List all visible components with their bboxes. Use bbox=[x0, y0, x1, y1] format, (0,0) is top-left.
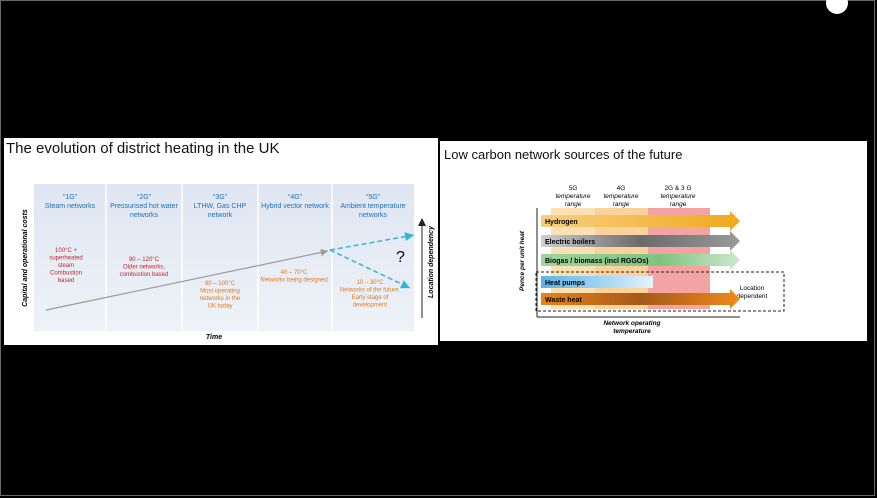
era-gen-label: “2G” bbox=[137, 194, 152, 201]
era-detail-line: based bbox=[58, 278, 74, 284]
era-name: Ambient temperature bbox=[340, 203, 405, 210]
era-name: Hybrid vector network bbox=[261, 203, 329, 210]
era-detail-line: 90 – 120°C bbox=[129, 257, 160, 263]
era-detail-line: development bbox=[353, 303, 388, 309]
biogas-bar bbox=[541, 250, 740, 270]
source-label-electric-boilers: Electric boilers bbox=[545, 239, 595, 246]
era-detail-line: superheated bbox=[49, 256, 82, 262]
temperature-column-header: 4G bbox=[617, 185, 626, 192]
era-detail-line: Older networks, bbox=[123, 265, 165, 271]
location-dependency-label: Location dependency bbox=[428, 225, 435, 298]
source-label-hydrogen: Hydrogen bbox=[545, 219, 578, 226]
temperature-column-header: temperature bbox=[603, 193, 638, 200]
era-background bbox=[34, 184, 414, 331]
era-name-line2: network bbox=[208, 212, 233, 219]
era-gen-label: “3G” bbox=[213, 194, 228, 201]
y-axis-label: Capital and operational costs bbox=[22, 209, 29, 307]
x-axis-label: Time bbox=[206, 334, 222, 341]
temperature-column-header: range bbox=[613, 201, 630, 208]
hydrogen-bar bbox=[541, 211, 740, 231]
source-label-biogas: Biogas / biomass (incl RGGOs) bbox=[545, 258, 648, 265]
era-name: LTHW, Gas CHP bbox=[194, 203, 247, 210]
era-detail-line: 40 – 70°C bbox=[281, 270, 308, 276]
cost-trend-line bbox=[45, 248, 329, 311]
trend-up-arrow bbox=[329, 232, 415, 251]
source-label-waste-heat: Waste heat bbox=[545, 297, 582, 304]
location-dependent-box bbox=[535, 271, 785, 312]
district-heating-slide: The evolution of district heating in the… bbox=[4, 138, 438, 345]
era-gen-label: “4G” bbox=[288, 194, 303, 201]
source-label-heat-pumps: Heat pumps bbox=[545, 280, 585, 287]
era-gen-label: “1G” bbox=[63, 194, 78, 201]
era-name: Steam networks bbox=[45, 203, 96, 210]
temperature-column-header: range bbox=[670, 201, 687, 208]
location-note-line1: Location bbox=[740, 285, 765, 292]
era-name-line2: networks bbox=[130, 212, 159, 219]
temperature-axis-label-line1: Network operating bbox=[603, 320, 660, 327]
electric-boilers-bar bbox=[541, 231, 740, 251]
era-detail-line: networks in the bbox=[200, 296, 241, 302]
temperature-column-header: range bbox=[565, 201, 582, 208]
left-slide-title: The evolution of district heating in the… bbox=[6, 140, 280, 157]
era-detail-line: 100°C + bbox=[55, 248, 77, 254]
corner-button[interactable] bbox=[826, 0, 848, 14]
heat-pumps-bar bbox=[541, 276, 653, 288]
era-detail-line: Most operating bbox=[200, 289, 240, 295]
temperature-column-header: 5G bbox=[569, 185, 578, 192]
era-detail-line: 80 – 100°C bbox=[205, 281, 236, 287]
era-name-line2: networks bbox=[359, 212, 388, 219]
era-detail-line: Networks of the future. bbox=[340, 288, 401, 294]
district-heating-diagram: “1G” Steam networks “2G” Pressurised hot wa… bbox=[22, 184, 435, 341]
waste-heat-bar bbox=[541, 289, 740, 309]
era-name: Pressurised hot water bbox=[110, 203, 178, 210]
location-note-line2: dependent bbox=[737, 293, 768, 300]
era-detail-line: steam bbox=[58, 263, 74, 269]
temperature-column-header: 2G & 3 G bbox=[664, 185, 691, 192]
era-detail-line: combustion based bbox=[120, 272, 169, 278]
era-detail-line: Early stage of bbox=[352, 295, 389, 301]
temperature-column-header: temperature bbox=[555, 193, 590, 200]
right-slide-title: Low carbon network sources of the future bbox=[444, 147, 683, 162]
network-sources-slide: Low carbon network sources of the future… bbox=[440, 141, 867, 341]
temperature-axis-label-line2: temperature bbox=[613, 328, 651, 335]
era-detail-line: UK today bbox=[208, 304, 233, 310]
uncertainty-mark: ? bbox=[396, 249, 405, 266]
location-axis-arrowhead bbox=[418, 218, 426, 226]
pence-axis-label: Pence per unit heat bbox=[519, 230, 526, 291]
era-detail-line: 10 – 30°C bbox=[357, 280, 384, 286]
era-detail-line: Networks being designed bbox=[260, 278, 327, 284]
trend-down-arrow bbox=[329, 249, 411, 289]
era-detail-line: Combustion bbox=[50, 271, 82, 277]
era-gen-label: “5G” bbox=[366, 194, 381, 201]
temperature-column-header: temperature bbox=[660, 193, 695, 200]
